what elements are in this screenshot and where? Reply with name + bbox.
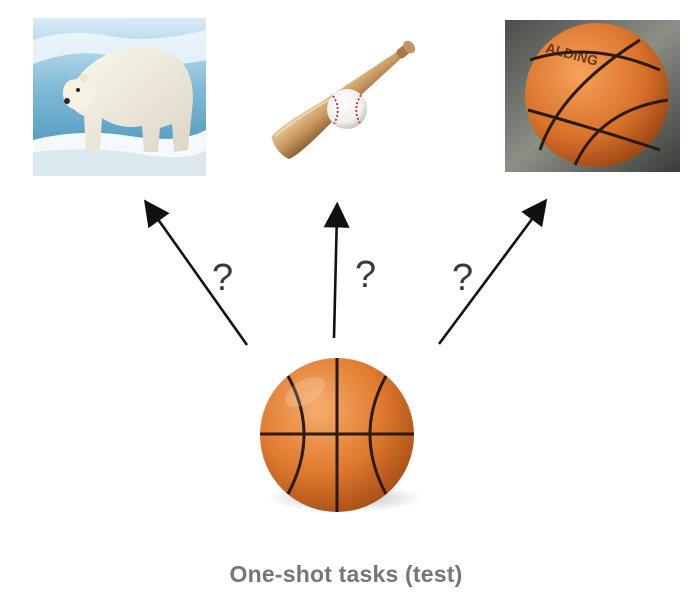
polar-bear-image <box>33 18 206 176</box>
basketball-photo-image: ALDING <box>505 20 680 172</box>
arrow-to-basketball: ? <box>437 198 548 345</box>
arrow-to-polar-bear: ? <box>143 199 249 346</box>
baseball-bat-image <box>255 18 416 168</box>
arrow-to-baseball: ? <box>323 201 376 339</box>
question-mark: ? <box>212 257 233 299</box>
basketball-query-image <box>260 358 423 512</box>
question-mark: ? <box>452 257 473 299</box>
diagram-caption: One-shot tasks (test) <box>229 561 463 587</box>
question-mark: ? <box>355 254 376 296</box>
